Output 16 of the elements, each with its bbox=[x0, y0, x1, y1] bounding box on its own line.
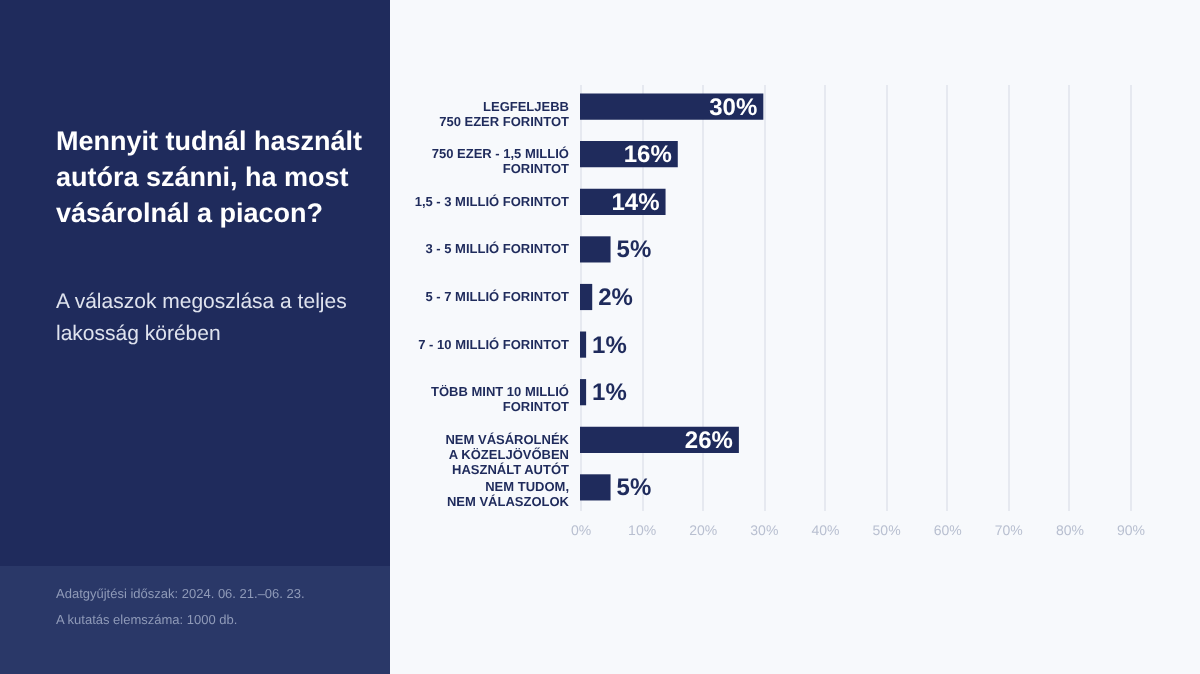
data-label: 1% bbox=[592, 330, 628, 359]
data-label: 1% bbox=[592, 378, 628, 407]
data-label: 16% bbox=[623, 140, 673, 169]
text: A válaszok megoszlása a teljes lakosság körében bbox=[56, 290, 347, 346]
data-label: 5% bbox=[616, 473, 652, 502]
data-label: 2% bbox=[598, 283, 634, 311]
bar bbox=[580, 474, 611, 501]
bar bbox=[580, 236, 611, 263]
data-label: 26% bbox=[684, 425, 734, 454]
data-label: 14% bbox=[611, 187, 661, 216]
data-label: 5% bbox=[616, 235, 652, 264]
bar bbox=[580, 379, 587, 406]
text: Mennyit tudnál használt autóra szánni, ha most vásárolnál a piacon? bbox=[56, 126, 364, 228]
bar bbox=[580, 283, 593, 311]
data-label: 30% bbox=[709, 92, 758, 121]
bar bbox=[580, 331, 587, 358]
